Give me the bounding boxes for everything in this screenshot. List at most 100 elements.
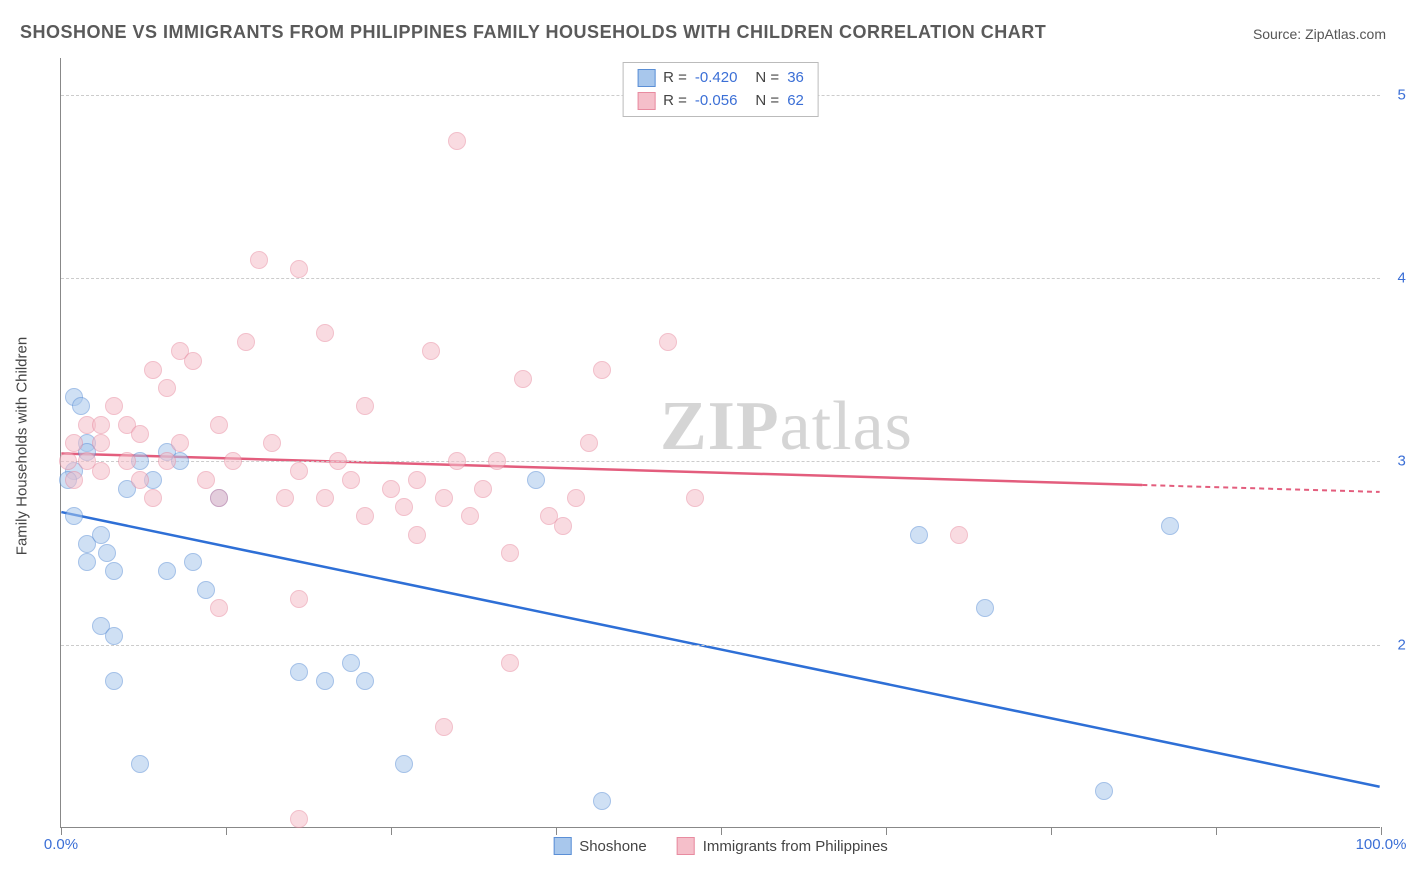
data-point-shoshone bbox=[356, 672, 374, 690]
data-point-shoshone bbox=[105, 672, 123, 690]
data-point-philippines bbox=[567, 489, 585, 507]
data-point-philippines bbox=[290, 462, 308, 480]
legend-label: Shoshone bbox=[579, 838, 647, 855]
data-point-philippines bbox=[237, 333, 255, 351]
data-point-shoshone bbox=[527, 471, 545, 489]
data-point-philippines bbox=[501, 544, 519, 562]
x-tick bbox=[1381, 827, 1382, 835]
data-point-philippines bbox=[263, 434, 281, 452]
series-legend: Shoshone Immigrants from Philippines bbox=[553, 837, 888, 855]
x-tick bbox=[1051, 827, 1052, 835]
data-point-shoshone bbox=[98, 544, 116, 562]
data-point-philippines bbox=[171, 434, 189, 452]
data-point-philippines bbox=[184, 352, 202, 370]
data-point-philippines bbox=[250, 251, 268, 269]
x-tick bbox=[886, 827, 887, 835]
x-tick bbox=[61, 827, 62, 835]
data-point-philippines bbox=[408, 526, 426, 544]
data-point-philippines bbox=[580, 434, 598, 452]
r-value: -0.420 bbox=[695, 67, 738, 90]
data-point-philippines bbox=[356, 397, 374, 415]
x-tick bbox=[226, 827, 227, 835]
x-tick bbox=[391, 827, 392, 835]
data-point-philippines bbox=[435, 489, 453, 507]
y-tick-label: 20.0% bbox=[1390, 636, 1406, 653]
data-point-philippines bbox=[224, 452, 242, 470]
data-point-shoshone bbox=[910, 526, 928, 544]
data-point-shoshone bbox=[342, 654, 360, 672]
data-point-shoshone bbox=[197, 581, 215, 599]
data-point-philippines bbox=[210, 416, 228, 434]
data-point-shoshone bbox=[316, 672, 334, 690]
data-point-shoshone bbox=[92, 526, 110, 544]
data-point-philippines bbox=[422, 342, 440, 360]
y-tick-label: 30.0% bbox=[1390, 453, 1406, 470]
legend-row-philippines: R =-0.056N =62 bbox=[637, 90, 804, 113]
data-point-philippines bbox=[448, 132, 466, 150]
data-point-philippines bbox=[290, 810, 308, 828]
n-label: N = bbox=[755, 67, 779, 90]
data-point-shoshone bbox=[65, 507, 83, 525]
data-point-philippines bbox=[342, 471, 360, 489]
x-tick-label: 0.0% bbox=[44, 836, 78, 853]
data-point-philippines bbox=[408, 471, 426, 489]
data-point-philippines bbox=[290, 260, 308, 278]
data-point-philippines bbox=[144, 489, 162, 507]
data-point-philippines bbox=[488, 452, 506, 470]
data-point-shoshone bbox=[593, 792, 611, 810]
data-point-philippines bbox=[316, 489, 334, 507]
data-point-philippines bbox=[131, 471, 149, 489]
n-value: 62 bbox=[787, 90, 804, 113]
data-point-philippines bbox=[474, 480, 492, 498]
data-point-philippines bbox=[158, 379, 176, 397]
r-label: R = bbox=[663, 67, 687, 90]
data-point-philippines bbox=[92, 416, 110, 434]
x-tick-label: 100.0% bbox=[1356, 836, 1406, 853]
r-value: -0.056 bbox=[695, 90, 738, 113]
data-point-shoshone bbox=[158, 562, 176, 580]
watermark: ZIPatlas bbox=[660, 387, 913, 467]
y-axis-label: Family Households with Children bbox=[14, 337, 31, 555]
legend-swatch bbox=[553, 837, 571, 855]
data-point-philippines bbox=[197, 471, 215, 489]
legend-label: Immigrants from Philippines bbox=[703, 838, 888, 855]
data-point-philippines bbox=[659, 333, 677, 351]
r-label: R = bbox=[663, 90, 687, 113]
data-point-philippines bbox=[514, 370, 532, 388]
data-point-philippines bbox=[65, 434, 83, 452]
data-point-philippines bbox=[210, 489, 228, 507]
data-point-philippines bbox=[92, 434, 110, 452]
y-tick-label: 50.0% bbox=[1390, 86, 1406, 103]
series-legend-item: Immigrants from Philippines bbox=[677, 837, 888, 855]
data-point-shoshone bbox=[105, 627, 123, 645]
data-point-shoshone bbox=[78, 553, 96, 571]
data-point-philippines bbox=[59, 452, 77, 470]
data-point-philippines bbox=[92, 462, 110, 480]
data-point-shoshone bbox=[1161, 517, 1179, 535]
legend-swatch bbox=[677, 837, 695, 855]
data-point-philippines bbox=[118, 452, 136, 470]
data-point-philippines bbox=[593, 361, 611, 379]
data-point-philippines bbox=[461, 507, 479, 525]
x-tick bbox=[556, 827, 557, 835]
data-point-philippines bbox=[382, 480, 400, 498]
data-point-philippines bbox=[448, 452, 466, 470]
n-value: 36 bbox=[787, 67, 804, 90]
legend-swatch bbox=[637, 92, 655, 110]
scatter-plot: ZIPatlas R =-0.420N =36R =-0.056N =62 Sh… bbox=[60, 58, 1380, 828]
data-point-philippines bbox=[395, 498, 413, 516]
data-point-philippines bbox=[144, 361, 162, 379]
data-point-philippines bbox=[501, 654, 519, 672]
data-point-shoshone bbox=[1095, 782, 1113, 800]
gridline-horizontal bbox=[61, 645, 1380, 646]
series-legend-item: Shoshone bbox=[553, 837, 647, 855]
gridline-horizontal bbox=[61, 461, 1380, 462]
x-tick bbox=[1216, 827, 1217, 835]
data-point-shoshone bbox=[105, 562, 123, 580]
data-point-philippines bbox=[686, 489, 704, 507]
y-tick-label: 40.0% bbox=[1390, 270, 1406, 287]
data-point-philippines bbox=[554, 517, 572, 535]
correlation-legend: R =-0.420N =36R =-0.056N =62 bbox=[622, 62, 819, 117]
data-point-philippines bbox=[356, 507, 374, 525]
data-point-shoshone bbox=[184, 553, 202, 571]
